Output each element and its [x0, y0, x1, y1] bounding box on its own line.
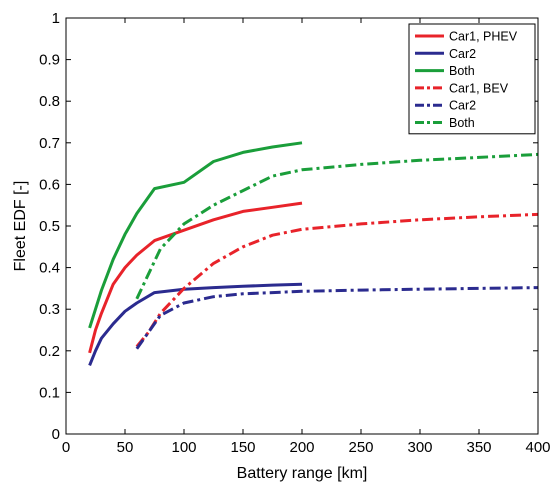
x-tick-label: 150: [230, 439, 255, 456]
axis-ticks-layer: 0 50 100 150 200 250 300 350 400 0 0.1 0.2 0.3 0.4 0.5…: [39, 10, 550, 456]
x-tick-label: 100: [171, 439, 196, 456]
legend-label: Both: [449, 64, 475, 78]
legend-label: Car2: [449, 99, 476, 113]
legend-label: Car1, BEV: [449, 81, 509, 95]
series-line-3: [88, 141, 303, 329]
x-tick-label: 250: [348, 439, 373, 456]
y-tick-label: 0.1: [39, 384, 60, 401]
y-tick-label: 0.2: [39, 343, 60, 360]
series-lines-layer: [88, 141, 539, 366]
y-tick-label: 0.7: [39, 135, 60, 152]
y-tick-label: 1: [52, 10, 60, 27]
x-tick-label: 350: [466, 439, 491, 456]
y-tick-label: 0.9: [39, 52, 60, 69]
plot-frame: [65, 17, 539, 435]
y-tick-label: 0.3: [39, 301, 60, 318]
series-line-1: [88, 201, 303, 354]
y-axis-title: Fleet EDF [-]: [12, 181, 29, 272]
legend: Car1, PHEV Car2 Both Car1, BEV Car2 Both: [408, 23, 536, 135]
y-tick-label: 0.6: [39, 176, 60, 193]
legend-label: Car2: [449, 47, 476, 61]
x-tick-label: 400: [525, 439, 550, 456]
y-tick-label: 0: [52, 426, 60, 443]
x-tick-label: 0: [62, 439, 70, 456]
legend-label: Both: [449, 116, 475, 130]
y-tick-label: 0.8: [39, 93, 60, 110]
x-axis-title: Battery range [km]: [237, 465, 368, 482]
series-line-5: [135, 286, 539, 350]
x-tick-label: 50: [117, 439, 134, 456]
y-tick-label: 0.4: [39, 260, 60, 277]
legend-box: [408, 23, 536, 135]
series-line-2: [88, 282, 303, 366]
legend-label: Car1, PHEV: [449, 30, 518, 44]
x-tick-label: 300: [407, 439, 432, 456]
x-tick-label: 200: [289, 439, 314, 456]
series-line-6: [135, 152, 539, 300]
y-tick-label: 0.5: [39, 218, 60, 235]
